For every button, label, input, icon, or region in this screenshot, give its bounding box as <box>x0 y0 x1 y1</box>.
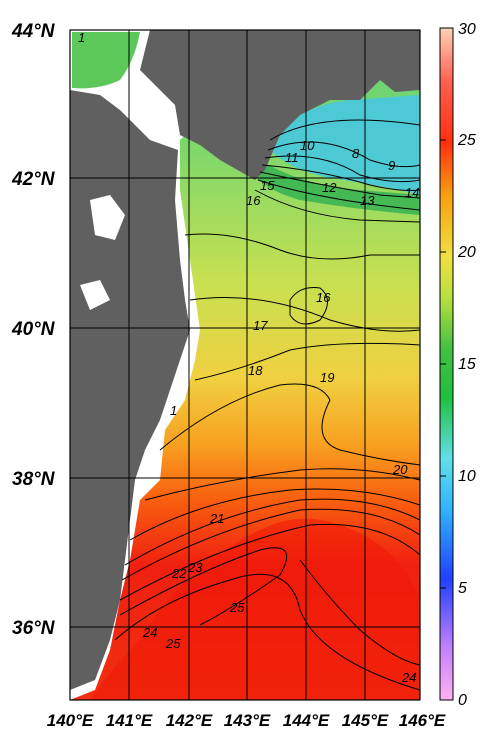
colorbar-label: 20 <box>457 244 476 261</box>
contour-label-group: 1 10 8 9 11 15 12 13 14 16 16 17 18 19 1… <box>78 30 419 685</box>
contour-label: 14 <box>405 185 419 200</box>
colorbar-label: 5 <box>458 580 467 597</box>
cold-water-region <box>270 95 420 195</box>
watermark: Ocean Data View <box>423 608 435 698</box>
contour-label: 16 <box>316 290 331 305</box>
grid-lines <box>70 30 420 700</box>
lon-label: 144°E <box>283 711 330 730</box>
contour-label: 9 <box>388 158 395 173</box>
contour-label: 1 <box>78 30 85 45</box>
contour-label: 24 <box>142 625 157 640</box>
lat-label: 40°N <box>11 319 56 340</box>
contour-label: 25 <box>165 636 181 651</box>
colorbar-label: 10 <box>458 468 476 485</box>
lon-label: 146°E <box>399 711 446 730</box>
lat-label: 36°N <box>12 618 56 639</box>
colorbar-label: 25 <box>457 132 476 149</box>
lon-label: 141°E <box>106 711 153 730</box>
contour-label: 16 <box>246 193 261 208</box>
longitude-axis: 140°E 141°E 142°E 143°E 144°E 145°E 146°… <box>47 711 446 730</box>
plot-area: 1 10 8 9 11 15 12 13 14 16 16 17 18 19 1… <box>70 30 435 700</box>
contour-label: 25 <box>229 600 245 615</box>
lon-label: 140°E <box>47 711 94 730</box>
colorbar-label: 0 <box>458 692 467 709</box>
latitude-axis: 44°N 42°N 40°N 38°N 36°N <box>11 21 56 639</box>
contour-label: 13 <box>360 193 375 208</box>
contour-label: 23 <box>187 560 203 575</box>
plot-frame <box>69 29 421 701</box>
contour-label: 1 <box>170 403 177 418</box>
land-hokkaido <box>140 30 420 180</box>
contour-label: 10 <box>300 138 315 153</box>
warm-core-region <box>90 518 420 700</box>
contour-label: 22 <box>171 566 187 581</box>
land-honshu <box>70 90 190 690</box>
lat-label: 42°N <box>11 169 56 190</box>
colorbar-label: 15 <box>458 356 476 373</box>
lon-label: 145°E <box>342 711 389 730</box>
lat-label: 38°N <box>12 469 56 490</box>
contour-label: 15 <box>260 178 275 193</box>
lon-label: 142°E <box>166 711 213 730</box>
lon-label: 143°E <box>224 711 271 730</box>
colorbar-ticks <box>440 27 446 701</box>
contour-label: 8 <box>352 146 360 161</box>
contour-label: 19 <box>320 370 334 385</box>
contour-label: 12 <box>322 180 337 195</box>
nw-sea-patch <box>72 32 140 89</box>
lat-label: 44°N <box>11 21 56 42</box>
colorbar: 0 5 10 15 20 25 30 <box>439 21 476 709</box>
contour-label: 24 <box>401 670 416 685</box>
colorbar-label: 30 <box>458 21 476 38</box>
contour-label: 11 <box>285 150 299 165</box>
contour-label: 18 <box>248 363 263 378</box>
contour-label: 20 <box>392 462 408 477</box>
contour-label: 17 <box>253 318 268 333</box>
land-white-islands <box>80 195 125 310</box>
contour-label: 21 <box>209 511 224 526</box>
